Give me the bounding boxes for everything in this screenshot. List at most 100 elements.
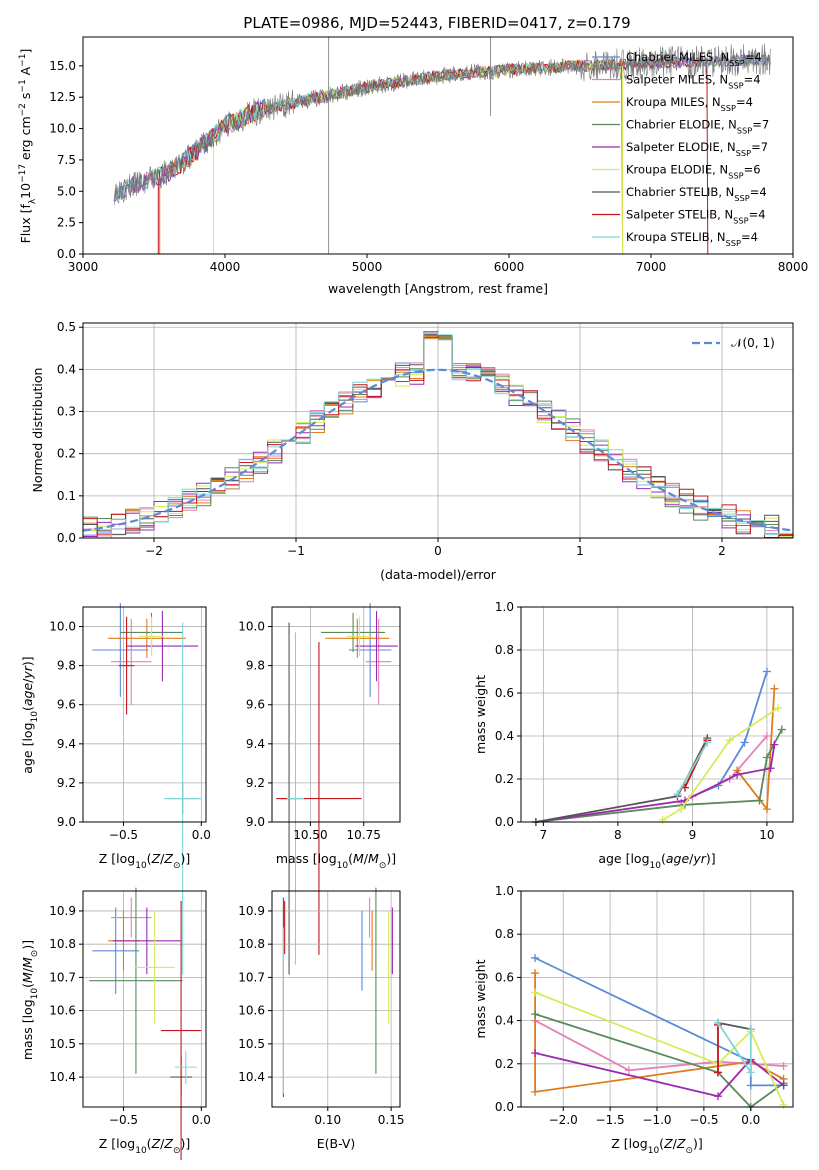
- x-tick-label: 5000: [352, 260, 383, 274]
- legend-label: Chabrier STELIB, NSSP=4: [626, 185, 767, 203]
- y-axis-label: mass weight: [473, 675, 488, 754]
- y-tick-label: 10.5: [238, 1037, 265, 1051]
- legend-label: Salpeter STELIB, NSSP=4: [626, 208, 766, 226]
- x-tick-label: 2: [718, 544, 726, 558]
- y-axis-label: Normed distribution: [30, 368, 45, 493]
- label-part: Kroupa STELIB, N: [626, 230, 726, 244]
- label-part: 10: [135, 861, 147, 871]
- label-part: )]: [693, 1136, 703, 1151]
- y-tick-label: 10.4: [238, 1070, 265, 1084]
- series-line: [534, 991, 785, 1106]
- label-part: SSP: [728, 81, 743, 91]
- y-tick-label: 10.0: [49, 122, 76, 136]
- series-marker: [746, 1081, 755, 1090]
- y-tick-label: 10.9: [238, 904, 265, 918]
- label-part: SSP: [737, 126, 752, 136]
- label-part: (: [20, 706, 35, 711]
- label-part: M: [353, 851, 364, 866]
- y-tick-label: 10.0: [238, 620, 265, 634]
- label-part: (: [659, 1136, 664, 1151]
- axes-frame: [271, 606, 401, 823]
- label-part: Salpeter STELIB, N: [626, 208, 733, 222]
- x-tick-label: −0.5: [689, 1113, 718, 1127]
- series-marker: [740, 738, 749, 747]
- series-marker: [779, 1061, 788, 1070]
- label-part: ⊙: [685, 1146, 693, 1156]
- y-tick-label: 0.4: [57, 362, 76, 376]
- model-spectrum-line: [213, 59, 624, 254]
- label-part: =4: [744, 73, 761, 87]
- series-marker: [531, 953, 540, 962]
- label-part: )]: [180, 851, 190, 866]
- label-part: =4: [741, 230, 758, 244]
- label-part: Z [log: [611, 1136, 647, 1151]
- label-part: =7: [752, 118, 769, 132]
- y-tick-label: 10.6: [49, 1004, 76, 1018]
- x-tick-label: 0.0: [192, 1113, 211, 1127]
- series-marker: [658, 815, 667, 824]
- y-tick-label: 10.0: [49, 620, 76, 634]
- y-tick-label: 9.2: [246, 776, 265, 790]
- series-marker: [755, 796, 764, 805]
- label-part: 10: [648, 1146, 660, 1156]
- x-tick-label: 4000: [210, 260, 241, 274]
- series-line: [676, 742, 709, 795]
- legend-label: Kroupa ELODIE, NSSP=6: [626, 163, 761, 181]
- label-part: Kroupa ELODIE, N: [626, 163, 728, 177]
- series-line: [534, 1052, 785, 1098]
- x-tick-label: 0.15: [378, 1113, 405, 1127]
- y-tick-label: 9.4: [57, 737, 76, 751]
- x-tick-label: −2.0: [549, 1113, 578, 1127]
- label-part: /: [160, 851, 165, 866]
- x-tick-label: 8000: [778, 260, 809, 274]
- y-tick-label: 9.2: [57, 776, 76, 790]
- label-part: age: [20, 683, 35, 707]
- label-part: /: [364, 851, 369, 866]
- label-part: ⊙: [30, 950, 40, 958]
- y-tick-label: 0.4: [495, 729, 514, 743]
- x-axis-label: age [log10(age/yr)]: [598, 851, 715, 871]
- y-axis-label: mass weight: [473, 959, 488, 1038]
- axes-frame: [82, 36, 794, 255]
- label-part: /: [20, 678, 35, 683]
- x-tick-label: 10: [759, 828, 774, 842]
- y-tick-label: 9.8: [246, 659, 265, 673]
- series-marker: [531, 1087, 540, 1096]
- label-part: M: [20, 957, 35, 968]
- x-tick-label: 10.50: [293, 828, 327, 842]
- label-part: =4: [736, 95, 753, 109]
- x-tick-label: 9: [689, 828, 697, 842]
- label-part: M: [368, 851, 379, 866]
- label-part: Z [log: [99, 1136, 135, 1151]
- axes-frame: [82, 606, 207, 823]
- y-tick-label: 0.6: [495, 970, 514, 984]
- spectrum-panel: 3000 4000 5000 6000 7000 8000 0.0 2.5 5.0 7.5 10.0…: [49, 36, 809, 274]
- label-part: Salpeter MILES, N: [626, 73, 728, 87]
- x-axis-label: (data-model)/error: [380, 567, 497, 582]
- x-tick-label: 0.0: [741, 1113, 760, 1127]
- label-part: age: [666, 851, 690, 866]
- gaussian-curve: [83, 368, 793, 532]
- label-part: 10: [337, 861, 349, 871]
- series-marker: [746, 1068, 755, 1077]
- y-tick-label: 0.0: [57, 531, 76, 545]
- label-part: Chabrier STELIB, N: [626, 185, 734, 199]
- spectrum-lines: [113, 37, 771, 254]
- label-part: SSP: [736, 148, 751, 158]
- y-tick-label: 1.0: [495, 600, 514, 614]
- y-axis-label: age [log10(age/yr)]: [20, 656, 40, 773]
- label-part: ⊙: [379, 861, 387, 871]
- label-part: Chabrier ELODIE, N: [626, 118, 737, 132]
- label-part: Z: [163, 1136, 173, 1151]
- label-part: /: [673, 1136, 678, 1151]
- x-axis-label: mass [log10(M/M⊙)]: [276, 851, 396, 871]
- x-tick-label: 0.0: [192, 828, 211, 842]
- mass-weight-vs-metallicity-panel: −2.0 −1.5 −1.0 −0.5 0.0 0.0 0.2 0.4 0.6 0.8 1.0 Z […: [495, 884, 794, 1156]
- label-part: 10: [30, 711, 40, 723]
- histogram-step: [83, 332, 793, 538]
- y-tick-label: 0.6: [495, 686, 514, 700]
- y-tick-label: 10.5: [49, 1037, 76, 1051]
- series-marker: [677, 805, 686, 814]
- y-tick-label: 15.0: [49, 59, 76, 73]
